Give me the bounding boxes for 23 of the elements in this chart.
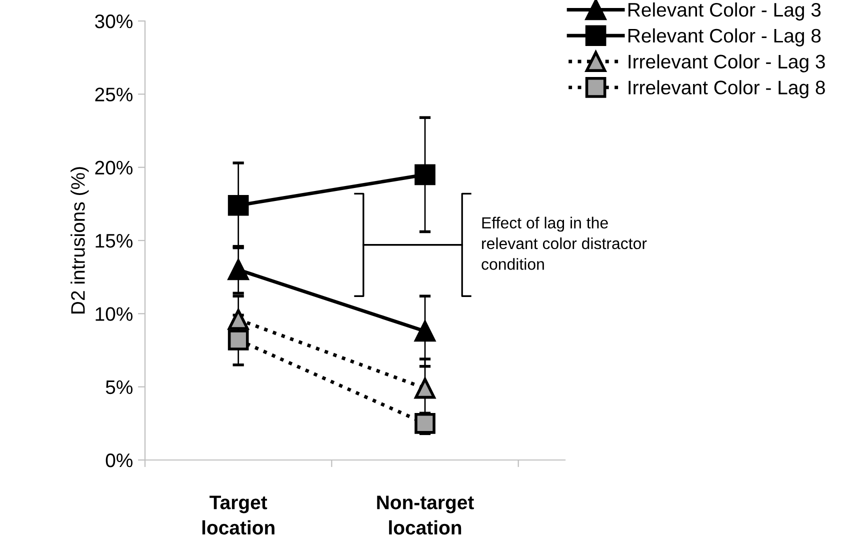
point bbox=[228, 194, 249, 216]
x-tick-label: Non-target location bbox=[377, 496, 474, 535]
y-tick-label: 5% bbox=[106, 380, 133, 394]
x-tick-label: Target location bbox=[202, 496, 274, 535]
annotation: Effect of lag in the relevant color distractor condition bbox=[482, 216, 647, 270]
y-tick-label: 25% bbox=[95, 88, 133, 102]
y-axis-title: D2 intrusions (%) bbox=[70, 167, 89, 314]
y-tick-label: 30% bbox=[95, 14, 133, 28]
legend-label: Irrelevant Color - Lag 8 bbox=[628, 80, 825, 98]
point bbox=[414, 378, 436, 399]
legend-label: Irrelevant Color - Lag 3 bbox=[628, 54, 825, 72]
point bbox=[414, 164, 436, 186]
y-tick-label: 15% bbox=[96, 234, 133, 248]
y-tick-label: 0% bbox=[106, 453, 133, 468]
legend-label: Relevant Color - Lag 3 bbox=[628, 2, 821, 21]
point bbox=[228, 309, 249, 330]
point bbox=[228, 330, 249, 350]
point bbox=[228, 259, 249, 280]
y-tick-label: 10% bbox=[96, 307, 133, 321]
y-tick-label: 20% bbox=[95, 160, 133, 175]
legend-label: Relevant Color - Lag 8 bbox=[628, 28, 821, 46]
point bbox=[414, 413, 436, 434]
point bbox=[414, 320, 436, 342]
